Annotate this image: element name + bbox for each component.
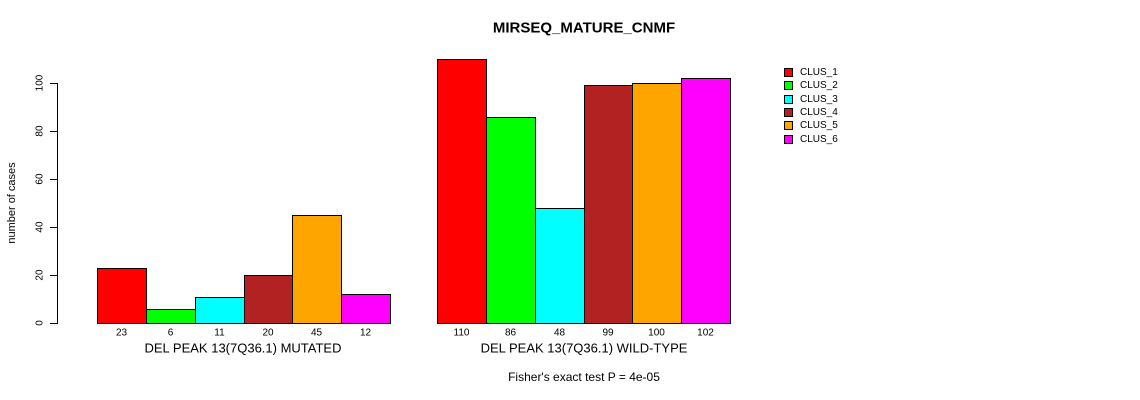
bar-value-label: 110 — [453, 327, 470, 339]
bar-clus_2 — [146, 309, 196, 324]
y-axis-line — [57, 83, 58, 324]
legend-label: CLUS_3 — [800, 94, 838, 105]
bar-clus_5 — [292, 215, 342, 324]
legend-item-clus_5: CLUS_5 — [784, 119, 838, 132]
y-tick-label: 80 — [34, 125, 46, 137]
y-tick-mark — [50, 179, 57, 180]
bar-clus_6 — [341, 294, 391, 324]
x-axis-title-mutated: DEL PEAK 13(7Q36.1) MUTATED — [144, 340, 342, 356]
chart-title: MIRSEQ_MATURE_CNMF — [492, 19, 676, 37]
bar-value-label: 48 — [553, 327, 566, 339]
legend-swatch-icon — [784, 95, 793, 104]
bar-value-label: 102 — [697, 327, 714, 339]
fisher-test-annotation: Fisher's exact test P = 4e-05 — [508, 370, 660, 384]
bar-clus_5 — [632, 83, 682, 324]
legend-item-clus_2: CLUS_2 — [784, 79, 838, 92]
legend-label: CLUS_2 — [800, 80, 838, 91]
bar-clus_2 — [486, 117, 536, 324]
bar-clus_6 — [681, 78, 731, 324]
y-tick-mark — [50, 275, 57, 276]
bar-clus_4 — [584, 85, 633, 324]
legend-item-clus_6: CLUS_6 — [784, 133, 838, 146]
y-tick-label: 20 — [34, 269, 46, 281]
y-tick-label: 60 — [34, 173, 46, 185]
legend-swatch-icon — [784, 108, 793, 117]
y-tick-label: 100 — [34, 74, 46, 92]
bar-value-label: 11 — [214, 327, 225, 339]
y-tick-mark — [50, 131, 57, 132]
bar-clus_3 — [535, 208, 585, 324]
y-tick-mark — [50, 83, 57, 84]
bar-value-label: 99 — [602, 327, 614, 339]
legend-item-clus_4: CLUS_4 — [784, 106, 838, 119]
legend-label: CLUS_6 — [800, 134, 838, 145]
bar-clus_1 — [437, 59, 487, 324]
bar-value-label: 100 — [648, 327, 665, 339]
legend-swatch-icon — [784, 68, 793, 77]
bar-value-label: 12 — [359, 327, 372, 339]
legend-swatch-icon — [784, 135, 793, 144]
legend-swatch-icon — [784, 121, 793, 130]
y-tick-label: 40 — [34, 221, 46, 233]
bar-value-label: 6 — [167, 327, 174, 339]
y-axis-title: number of cases — [6, 162, 18, 244]
y-tick-label: 0 — [34, 320, 46, 326]
x-axis-title-wildtype: DEL PEAK 13(7Q36.1) WILD-TYPE — [480, 340, 688, 356]
bar-value-label: 45 — [310, 327, 323, 339]
bar-value-label: 20 — [262, 327, 274, 339]
y-tick-mark — [50, 227, 57, 228]
legend-swatch-icon — [784, 81, 793, 90]
bar-clus_4 — [244, 275, 293, 324]
bar-clus_1 — [97, 268, 147, 324]
legend-item-clus_1: CLUS_1 — [784, 66, 838, 79]
y-tick-mark — [50, 323, 57, 324]
bar-clus_3 — [195, 297, 245, 324]
bar-value-label: 86 — [504, 327, 517, 339]
legend-label: CLUS_1 — [800, 67, 838, 78]
legend-label: CLUS_4 — [800, 107, 838, 118]
legend-label: CLUS_5 — [800, 120, 838, 131]
bar-value-label: 23 — [115, 327, 128, 339]
legend-item-clus_3: CLUS_3 — [784, 93, 838, 106]
